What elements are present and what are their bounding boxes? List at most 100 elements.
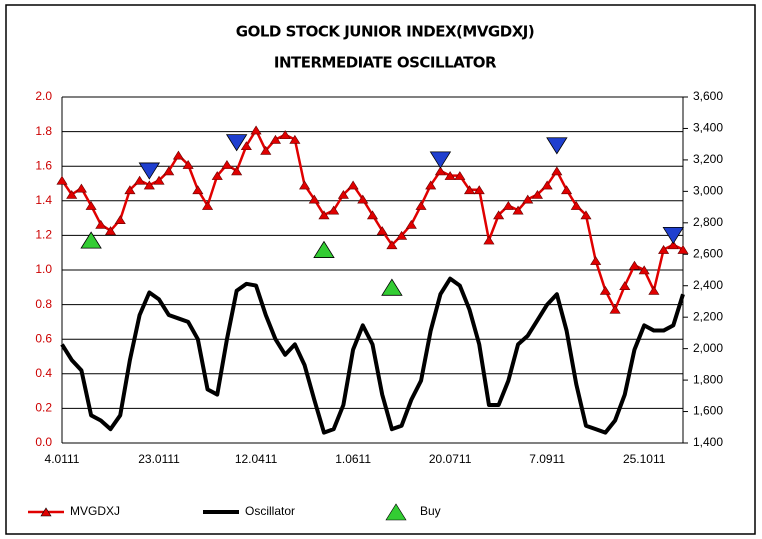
marker [153,175,165,185]
x-tick-label: 7.0911 [529,452,565,466]
marker [225,134,248,152]
marker [80,231,102,249]
marker [590,255,602,265]
marker [599,285,611,295]
y2-tick-label: 2,600 [693,246,723,260]
marker [658,244,670,254]
legend-swatch [40,507,52,517]
marker [546,137,568,155]
chart-subtitle: INTERMEDIATE OSCILLATOR [274,54,497,72]
marker [328,205,340,215]
marker [493,210,505,220]
y-tick-label: 0.6 [35,331,52,345]
marker [202,200,214,210]
marker [143,180,155,190]
marker [182,160,194,169]
marker [250,125,262,135]
marker [662,226,685,245]
marker [172,150,184,160]
marker [570,200,582,210]
marker [260,145,272,155]
marker [434,166,446,176]
marker [134,175,146,185]
marker [376,226,388,235]
marker [337,189,349,199]
y-tick-label: 1.4 [35,193,52,207]
marker [609,304,621,314]
marker [473,185,485,195]
marker [531,189,543,199]
y-tick-label: 0.2 [35,401,52,415]
marker [289,134,301,144]
marker [357,194,369,204]
y-tick-label: 1.8 [35,124,52,138]
marker [415,200,427,210]
y2-tick-label: 2,000 [693,341,723,355]
marker [483,235,495,245]
marker [211,171,223,180]
x-tick-label: 12.0411 [235,452,278,466]
marker [299,180,311,190]
marker [318,210,330,220]
y-tick-label: 0.8 [35,297,52,311]
marker [66,189,78,199]
marker [396,230,408,240]
legend-swatch [385,503,407,521]
marker [551,166,563,176]
marker [522,194,534,204]
marker [138,162,161,180]
marker [231,166,243,176]
marker [381,278,403,296]
marker [454,171,466,180]
y2-tick-label: 2,200 [693,309,723,323]
marker [619,281,631,291]
marker [95,219,107,229]
y-tick-label: 1.6 [35,158,52,172]
y2-tick-label: 1,400 [693,435,723,449]
y2-tick-label: 3,600 [693,89,723,103]
marker [104,226,117,235]
y2-tick-label: 3,200 [693,152,723,166]
y2-tick-label: 3,400 [693,121,723,135]
series-line [60,276,685,435]
marker [269,134,282,144]
marker [85,200,97,210]
x-tick-label: 20.0711 [429,452,472,466]
y-tick-label: 1.0 [35,262,52,276]
marker [75,183,87,193]
marker [347,180,359,190]
marker [366,210,379,220]
marker [425,180,437,190]
legend-label: Oscillator [245,504,295,518]
marker [648,285,660,295]
marker [677,244,689,254]
marker [221,160,233,169]
marker [163,166,175,176]
y2-tick-label: 1,800 [693,372,723,386]
marker [56,175,68,185]
marker [124,185,136,195]
y-tick-label: 1.2 [35,228,52,242]
marker [240,141,252,151]
legend-label: Buy [420,504,441,518]
marker [628,260,641,270]
marker [386,240,398,250]
x-tick-label: 25.1011 [623,452,666,466]
x-tick-label: 23.0111 [138,452,180,466]
marker [114,215,126,224]
x-tick-label: 1.0611 [335,452,371,466]
y2-tick-label: 3,000 [693,184,723,198]
marker [502,200,514,210]
marker [405,219,417,229]
y-tick-label: 2.0 [35,89,52,103]
y2-tick-label: 2,400 [693,278,723,292]
marker [512,205,524,215]
marker [279,130,291,140]
marker [561,185,573,195]
marker [463,185,476,195]
legend-label: MVGDXJ [70,504,120,518]
y-tick-label: 0.4 [35,366,52,380]
marker [313,240,335,258]
marker [667,240,679,250]
